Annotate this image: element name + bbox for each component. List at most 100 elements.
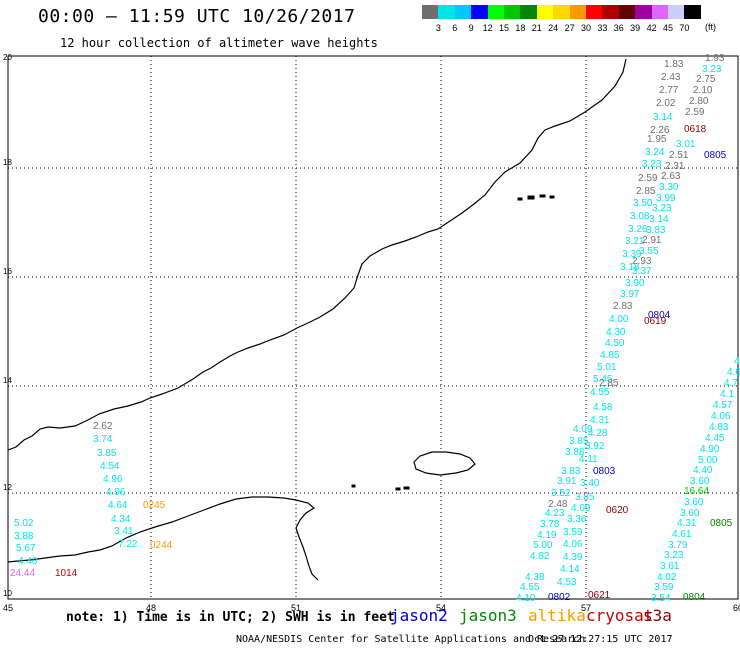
pass-time-label: 0803 bbox=[593, 466, 616, 477]
wave-height-label: 4.28 bbox=[588, 428, 608, 439]
wave-height-label: 4.38 bbox=[525, 572, 545, 583]
wave-height-label: 3.91 bbox=[557, 476, 577, 487]
wave-height-label: 3.83 bbox=[646, 225, 666, 236]
pass-time-label: 0618 bbox=[684, 124, 707, 135]
wave-height-label: 4.39 bbox=[563, 552, 583, 563]
wave-height-label: 4.06 bbox=[711, 411, 731, 422]
wave-height-label: 3.74 bbox=[93, 434, 113, 445]
islet-2 bbox=[403, 486, 410, 490]
wave-height-label: 24.44 bbox=[10, 568, 35, 579]
wave-height-label: 4.00 bbox=[609, 314, 629, 325]
wave-height-label: 5.00 bbox=[533, 540, 553, 551]
wave-height-label: 3.36 bbox=[567, 514, 587, 525]
scale-swatch bbox=[520, 5, 537, 19]
wave-height-label: 2.83 bbox=[613, 301, 633, 312]
scale-tick-label: 9 bbox=[468, 23, 474, 33]
wave-height-label: 5.67 bbox=[16, 543, 36, 554]
wave-height-label: 5.02 bbox=[14, 518, 34, 529]
wave-height-label: 2.85 bbox=[599, 378, 619, 389]
wave-height-label: 4.80 bbox=[734, 356, 740, 367]
scale-tick-label: 3 bbox=[435, 23, 441, 33]
socotra-island bbox=[413, 451, 476, 476]
pass-time-label: 0805 bbox=[704, 150, 727, 161]
wave-height-label: 2.62 bbox=[93, 421, 113, 432]
wave-height-label: 4.11 bbox=[579, 454, 598, 465]
wave-height-label: 4.10 bbox=[516, 593, 536, 604]
page-subtitle: 12 hour collection of altimeter wave hei… bbox=[60, 36, 378, 50]
scale-tick-label: 21 bbox=[531, 23, 542, 33]
wave-height-label: 4.61 bbox=[672, 529, 692, 540]
wave-height-label: 2.51 bbox=[669, 150, 689, 161]
pass-time-label: 0621 bbox=[588, 590, 611, 601]
wave-height-label: 3.60 bbox=[684, 497, 704, 508]
wave-height-label: 3.50 bbox=[633, 198, 653, 209]
latitude-tick-label: 14 bbox=[3, 376, 12, 385]
wave-height-label: 4.50 bbox=[605, 338, 625, 349]
credit-text: NOAA/NESDIS Center for Satellite Applica… bbox=[236, 634, 586, 645]
scale-tick-label: 30 bbox=[580, 23, 592, 33]
somalia-coastline bbox=[7, 496, 319, 581]
wave-height-label: 4.83 bbox=[709, 422, 729, 433]
scale-tick-label: 33 bbox=[597, 23, 608, 33]
wave-height-label: 3.59 bbox=[654, 582, 674, 593]
islet-1 bbox=[395, 487, 401, 491]
wave-height-label: 4.58 bbox=[593, 402, 613, 413]
wave-height-label: 1.83 bbox=[664, 59, 684, 70]
wave-height-label: 4.7 bbox=[724, 378, 738, 389]
wave-height-label: 4.45 bbox=[705, 433, 725, 444]
wave-height-label: 4.31 bbox=[590, 415, 610, 426]
wave-height-label: 2.10 bbox=[693, 85, 713, 96]
wave-height-label: 4.09 bbox=[571, 503, 591, 514]
wave-height-label: 2.31 bbox=[665, 161, 685, 172]
scale-tick-label: 36 bbox=[613, 23, 624, 33]
scale-swatch bbox=[684, 5, 701, 19]
scale-swatch bbox=[651, 5, 668, 19]
pass-time-label: 0802 bbox=[548, 592, 571, 603]
generated-timestamp: Oct 27 12:27:15 UTC 2017 bbox=[528, 634, 673, 645]
wave-height-label: 2.59 bbox=[638, 173, 658, 184]
wave-height-label: 4.54 bbox=[100, 461, 120, 472]
page-title: 00:00 – 11:59 UTC 10/26/2017 bbox=[38, 6, 356, 27]
satellite-cryosat: cryosat bbox=[586, 606, 654, 625]
wave-height-label: 4.53 bbox=[557, 577, 577, 588]
pass-time-label: 0804 bbox=[683, 592, 706, 603]
wave-height-label: 3.14 bbox=[653, 112, 673, 123]
wave-height-label: 3.23 bbox=[642, 159, 662, 170]
scale-swatch bbox=[536, 5, 554, 19]
wave-height-label: 4.40 bbox=[693, 465, 713, 476]
wave-height-label: 16.64 bbox=[684, 486, 709, 497]
pass-time-label: 0620 bbox=[606, 505, 629, 516]
pass-time-label: 0804 bbox=[648, 310, 671, 321]
islet-3 bbox=[351, 484, 356, 488]
latitude-tick-label: 16 bbox=[3, 267, 12, 276]
satellite-s3a: s3a bbox=[643, 606, 672, 625]
wave-height-label: 3.18 bbox=[620, 262, 640, 273]
latitude-tick-label: 10 bbox=[3, 589, 12, 598]
wave-height-label: 4.96 bbox=[103, 474, 123, 485]
scale-swatch bbox=[635, 5, 652, 19]
scale-swatch bbox=[586, 5, 603, 19]
wave-height-label: 4.85 bbox=[600, 350, 620, 361]
wave-height-label: 3.88 bbox=[14, 531, 34, 542]
wave-height-label: 3.21 bbox=[625, 236, 645, 247]
wave-height-label: 4.55 bbox=[590, 387, 610, 398]
wave-height-label: 4.14 bbox=[560, 564, 580, 575]
wave-height-label: 3.99 bbox=[656, 193, 676, 204]
wave-height-label: 5.00 bbox=[698, 455, 718, 466]
scale-tick-label: 39 bbox=[630, 23, 641, 33]
wave-height-label: 3.83 bbox=[561, 466, 581, 477]
scale-swatch bbox=[504, 5, 521, 19]
scale-tick-label: 18 bbox=[515, 23, 526, 33]
wave-height-label: 3.23 bbox=[652, 203, 672, 214]
wave-height-label: 2.02 bbox=[656, 98, 676, 109]
wave-height-label: 3.85 bbox=[97, 448, 117, 459]
wave-height-label: 2.59 bbox=[685, 107, 705, 118]
scale-swatch bbox=[668, 5, 685, 19]
lat-lon-grid bbox=[8, 56, 738, 599]
wave-height-label: 4.30 bbox=[606, 327, 626, 338]
scale-tick-label: 70 bbox=[679, 23, 690, 33]
wave-height-label: 2.77 bbox=[659, 85, 679, 96]
wave-height-label: 1.93 bbox=[705, 53, 725, 64]
wave-height-label: 3.26 bbox=[628, 224, 648, 235]
